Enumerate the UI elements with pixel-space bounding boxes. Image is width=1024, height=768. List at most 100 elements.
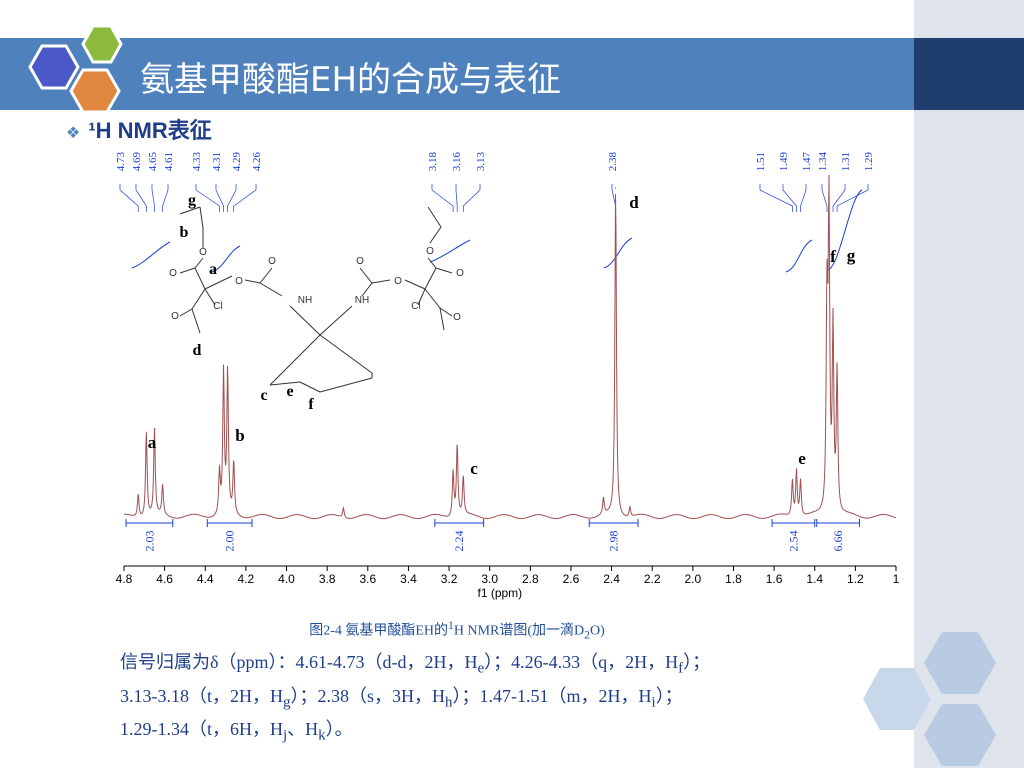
structure-label-b-1: b	[180, 224, 189, 241]
assignment-line-0: 信号归属为δ（ppm）：4.61-4.73（d-d，2H，He）；4.26-4.…	[120, 649, 910, 683]
x-axis-layer: 4.8 4.6 4.4 4.2 4.0 3.8 3.6 3.4 3.2 3.0 2.8 2.6 2.4 2…	[116, 565, 900, 600]
x-tick-label-7: 3.4	[400, 572, 417, 586]
x-tick-label-2: 4.4	[197, 572, 214, 586]
x-tick-label-15: 1.8	[725, 572, 742, 586]
assignment-line-2: 1.29-1.34（t，6H，Hj、Hk）。	[120, 716, 910, 750]
structure-atom-13: Cl	[411, 301, 420, 312]
figure-caption: 图2-4 氨基甲酸酯EH的1H NMR谱图(加一滴D2O)	[0, 619, 914, 641]
x-tick-label-6: 3.6	[359, 572, 376, 586]
structure-label-d-3: d	[193, 342, 202, 359]
spectrum-trace	[124, 174, 897, 520]
title-bar-dark-end	[914, 38, 1024, 110]
structure-atom-9: O	[453, 312, 461, 323]
integral-value-1: 2.00	[223, 531, 237, 552]
peak-list-layer: 4.73 4.69 4.65 4.61 4.33 4.31 4.29 4.26 3.18 3.16…	[115, 152, 875, 273]
peak-shift-label-3-0: 2.38	[607, 152, 619, 172]
peak-point-4	[218, 474, 221, 476]
structure-label-c-4: c	[260, 387, 267, 404]
peak-shift-leader-5-1	[832, 184, 846, 212]
integral-curve-4	[785, 239, 813, 273]
peak-shift-label-5-0: 1.34	[817, 152, 829, 172]
caption-prefix: 图2-4 氨基甲酸酯EH的	[309, 623, 449, 639]
integral-curve-2	[429, 239, 471, 263]
x-tick-label-17: 1.4	[806, 572, 823, 586]
peak-shift-leader-4-2	[800, 184, 807, 212]
peak-point-2	[153, 431, 156, 433]
peak-point-16	[795, 471, 798, 473]
structure-atom-0: O	[199, 247, 207, 258]
peak-shift-leader-2-0	[431, 184, 454, 212]
peak-shift-leader-1-0	[195, 184, 220, 212]
caption-sup: 1	[448, 619, 454, 632]
decorative-hexagons	[863, 632, 996, 766]
assignment-segment: g	[283, 694, 291, 711]
x-tick-label-10: 2.8	[522, 572, 539, 586]
peak-shift-label-0-3: 4.61	[163, 152, 175, 171]
caption-sub: 2	[584, 628, 590, 642]
assignment-segment: 、H	[287, 719, 319, 740]
assignment-segment: k	[318, 727, 326, 744]
peak-shift-label-4-0: 1.51	[755, 152, 767, 171]
assignment-segment: ）；1.47-1.51（m，2H，H	[452, 685, 652, 706]
nmr-spectrum-chart: 4.73 4.69 4.65 4.61 4.33 4.31 4.29 4.26 3.18 3.16…	[115, 152, 900, 601]
structure-atom-11: NH	[355, 295, 369, 306]
integral-curve-1	[211, 245, 241, 273]
peak-shift-leader-5-2	[836, 184, 869, 212]
peak-shift-label-1-2: 4.29	[231, 152, 243, 172]
peak-shift-leader-2-2	[462, 184, 481, 212]
structure-atom-5: O	[426, 246, 434, 257]
peak-shift-label-0-2: 4.65	[147, 152, 159, 172]
peak-shift-leader-1-1	[215, 184, 224, 212]
x-tick-label-16: 1.6	[766, 572, 783, 586]
peak-point-6	[227, 375, 229, 377]
integral-value-3: 2.98	[607, 531, 621, 552]
assignment-line-1: 3.13-3.18（t，2H，Hg）；2.38（s，3H，Hh）；1.47-1.…	[120, 683, 910, 717]
structure-atom-6: O	[456, 268, 464, 279]
peak-label-e: e	[798, 449, 806, 468]
structure-atom-8: O	[356, 256, 364, 267]
logo-hexagons	[28, 24, 123, 114]
assignment-segment: ）；	[655, 685, 683, 706]
peak-point-1	[145, 431, 147, 433]
integral-value-0: 2.03	[142, 531, 156, 552]
peak-label-c: c	[470, 459, 478, 478]
assignment-segment: ）。	[325, 719, 353, 740]
peak-shift-label-0-1: 4.69	[131, 152, 143, 172]
peak-shift-label-5-2: 1.29	[863, 152, 875, 172]
assignment-segment: i	[651, 694, 656, 711]
subtitle-text: ¹H NMR表征	[88, 118, 212, 143]
integral-value-5: 6.66	[831, 531, 845, 552]
assignment-segment: j	[283, 727, 288, 744]
assignment-segment: ）；2.38（s，3H，H	[290, 685, 446, 706]
assignment-segment: f	[678, 660, 684, 677]
peak-shift-leader-4-1	[782, 184, 797, 212]
x-tick-label-13: 2.2	[644, 572, 661, 586]
caption-mid: H NMR谱图(加一滴D	[453, 623, 585, 639]
x-tick-label-14: 2.0	[684, 572, 701, 586]
peak-shift-label-1-1: 4.31	[211, 152, 223, 171]
peak-point-9	[456, 444, 458, 446]
peak-point-19	[828, 217, 830, 219]
peak-shift-label-0-0: 4.73	[115, 152, 127, 172]
peak-point-7	[233, 464, 235, 466]
peak-point-5	[222, 375, 225, 377]
peak-shift-leader-0-2	[151, 184, 155, 212]
integral-value-4: 2.54	[786, 531, 800, 552]
x-tick-label-12: 2.4	[603, 572, 620, 586]
integral-curve-3	[603, 237, 633, 269]
peak-point-17	[799, 481, 802, 483]
peak-point-18	[826, 316, 828, 318]
structure-label-a-2: a	[209, 261, 217, 278]
peak-label-b: b	[235, 426, 244, 445]
integral-value-2: 2.24	[452, 531, 466, 552]
peak-shift-label-5-1: 1.31	[840, 152, 852, 171]
structure-atom-10: NH	[298, 295, 312, 306]
structure-label-e-5: e	[286, 383, 293, 400]
peak-shift-label-1-0: 4.33	[191, 152, 203, 172]
structure-label-f-6: f	[308, 396, 314, 413]
peak-shift-label-1-3: 4.26	[251, 152, 263, 172]
peak-shift-leader-0-0	[119, 184, 139, 212]
peak-shift-leader-1-3	[233, 184, 257, 212]
peak-shift-label-4-1: 1.49	[778, 152, 790, 172]
